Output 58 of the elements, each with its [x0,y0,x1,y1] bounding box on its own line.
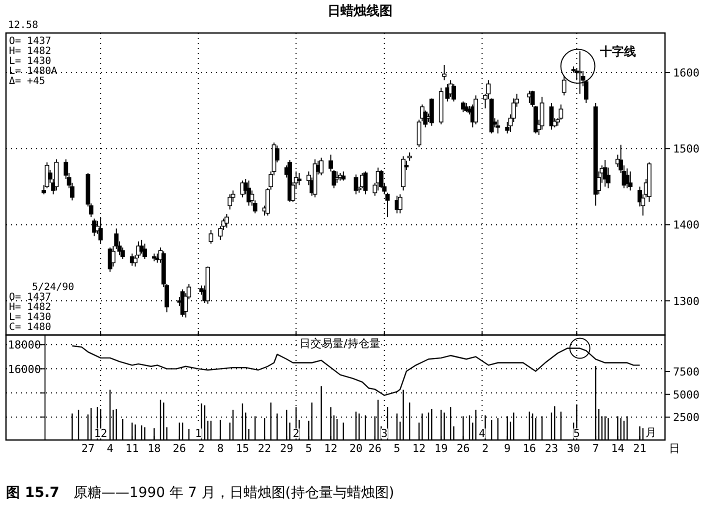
x-tick-label: 26 [456,442,470,455]
y2-tick-label: 2500 [673,411,700,424]
x-tick-label: 2 [482,442,489,455]
annotation: L= 1430 [9,312,52,323]
y-tick-label: 18000 [8,338,41,352]
x-tick-label: 7 [592,442,599,455]
x-tick-label: 12 [412,442,426,455]
text: 12.58 [8,20,38,31]
annotation: L= 1480A [9,66,58,77]
x2-tick-label: 2 [292,427,300,440]
y2-tick-label: 5000 [673,388,700,402]
x-axis-title: 日 [669,442,680,455]
chart-title: 日蜡烛线图 [328,3,392,19]
annotation: L= 1430 [9,56,52,67]
x-tick-label: 18 [148,442,161,455]
chart-title: 日交易量/持仓量 [300,337,380,350]
x2-tick-label: 4 [478,427,486,440]
annotation: H= 1482 [9,46,52,57]
x-tick-label: 27 [81,442,95,455]
x-tick-label: 9 [504,442,511,455]
y-tick-label: 1500 [673,142,700,156]
y-tick-label: 1600 [673,66,700,80]
x-tick-label: 11 [126,442,139,455]
x2-axis-title: 月 [646,426,656,439]
x-tick-label: 5 [394,442,400,455]
x-tick-label: 29 [280,442,294,455]
y-tick-label: 16000 [8,362,41,376]
y2-tick-label: 7500 [673,366,700,379]
x-tick-label: 16 [522,442,536,455]
x2-tick-label: 1 [195,427,202,440]
x-tick-label: 15 [236,442,250,455]
x-tick-label: 19 [434,442,448,455]
x-tick-label: 5 [305,442,312,455]
x2-tick-label: 5 [573,427,580,440]
annotation: O= 1437 [9,36,52,47]
x-tick-label: 22 [258,442,272,455]
x-tick-label: 20 [349,442,363,455]
annotation: 5/24/90 [32,282,74,293]
annotation: C= 1480 [9,322,52,333]
annotation: H= 1482 [9,302,52,313]
x-tick-label: 8 [217,442,224,455]
x-tick-label: 4 [106,442,114,455]
x-tick-label: 12 [324,442,338,455]
x2-tick-label: 3 [381,427,388,440]
x2-tick-label: 12 [94,427,108,440]
x-tick-label: 26 [172,442,186,455]
annotation: Δ= +45 [9,76,46,87]
text: 图 15.7 原糖——1990 年 7 月，日蜡烛图(持仓量与蜡烛图) [6,485,394,501]
x-tick-label: 26 [368,442,382,455]
y-tick-label: 1400 [673,218,700,232]
x-tick-label: 14 [611,442,624,455]
annotation: 十字线 [598,44,636,58]
x-tick-label: 23 [544,442,558,455]
annotation: O= 1437 [9,292,52,303]
x-tick-label: 21 [633,442,646,455]
x-tick-label: 30 [566,442,580,455]
y-tick-label: 1300 [673,294,700,308]
x-tick-label: 2 [198,442,205,455]
